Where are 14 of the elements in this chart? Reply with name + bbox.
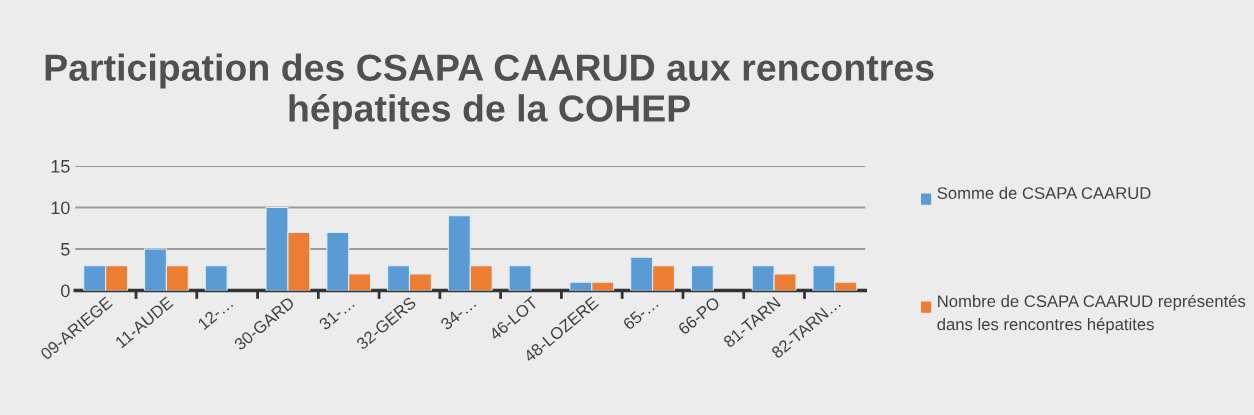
bar	[690, 265, 714, 291]
x-tick-label: 12-…	[197, 297, 234, 330]
y-tick-label: 10	[51, 201, 70, 215]
legend-label: Somme de CSAPA CAARUD	[937, 186, 1151, 199]
x-tick-label: 31-…	[318, 297, 355, 331]
x-tick-label: 34-…	[439, 297, 477, 331]
chart-title: Participation des CSAPA CAARUD aux rencontres hépatites de la COHEP	[45, 53, 934, 130]
x-tick-label: 65-…	[622, 297, 659, 331]
y-tick-label: 5	[61, 243, 70, 256]
bar	[204, 265, 228, 291]
legend-label: Nombre de CSAPA CAARUD représentés dans les rencontres hépatites	[937, 294, 1246, 334]
y-tick-label: 0	[61, 284, 70, 298]
y-tick-label: 15	[51, 160, 70, 173]
bar	[508, 265, 532, 291]
